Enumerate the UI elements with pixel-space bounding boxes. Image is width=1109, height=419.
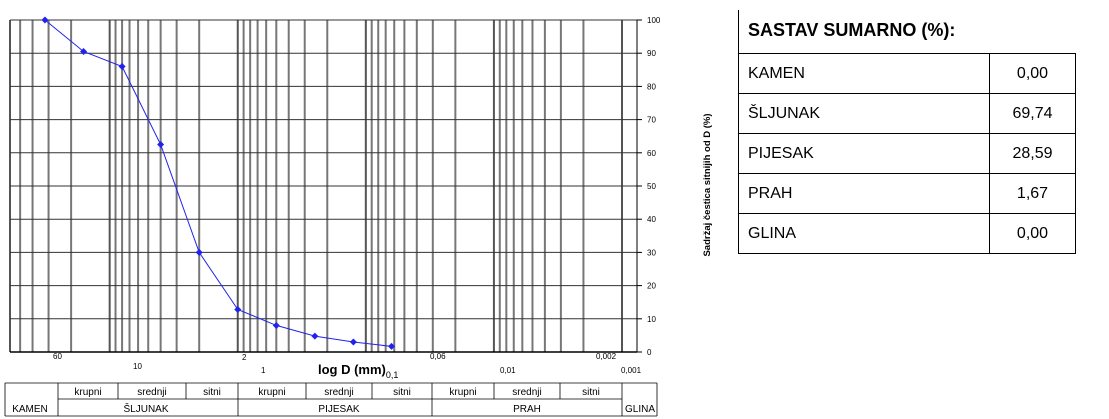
y-tick-label: 20 — [647, 282, 656, 291]
y-tick-label: 30 — [647, 248, 656, 257]
summary-fraction-name: ŠLJUNAK — [738, 93, 990, 134]
x-tick-label: 60 — [53, 352, 62, 361]
y-tick-label: 0 — [647, 348, 652, 357]
fraction-label: PIJESAK — [318, 404, 359, 415]
data-point — [272, 321, 280, 329]
subfraction-label: krupni — [74, 387, 101, 398]
x-tick-label: 0,06 — [430, 352, 446, 361]
x-tick-label: 10 — [133, 362, 142, 371]
summary-fraction-value: 69,74 — [989, 93, 1076, 134]
subfraction-label: sitni — [582, 387, 600, 398]
data-point — [349, 338, 357, 346]
summary-fraction-name: KAMEN — [738, 53, 990, 94]
classification-table: krupni srednji sitni krupni srednji sitni krup… — [4, 382, 658, 417]
subfraction-label: krupni — [258, 387, 285, 398]
data-point — [157, 141, 165, 148]
subfraction-label: sitni — [393, 387, 411, 398]
data-point — [80, 48, 88, 56]
y-tick-label: 50 — [647, 182, 656, 191]
y-axis: 0 10 20 30 40 50 60 70 80 90 100 — [637, 16, 661, 357]
fraction-label: GLINA — [625, 404, 655, 415]
x-tick-label: 0,01 — [500, 366, 516, 375]
y-tick-label: 60 — [647, 149, 656, 158]
x-tick-label: 0,002 — [596, 352, 617, 361]
x-axis-title: log D (mm)0,1 — [318, 362, 398, 380]
subfraction-label: srednji — [512, 387, 541, 398]
data-point — [41, 16, 49, 24]
summary-row: PIJESAK 28,59 — [738, 133, 1076, 174]
data-point — [311, 332, 319, 340]
fraction-label: ŠLJUNAK — [123, 402, 168, 415]
summary-row: KAMEN 0,00 — [738, 53, 1076, 94]
y-tick-label: 40 — [647, 215, 656, 224]
y-tick-label: 80 — [647, 82, 656, 91]
summary-row: GLINA 0,00 — [738, 213, 1076, 254]
y-tick-label: 100 — [647, 16, 661, 25]
summary-divider — [738, 10, 739, 54]
data-point — [234, 306, 242, 314]
series-line — [44, 19, 392, 347]
summary-fraction-name: PIJESAK — [738, 133, 990, 174]
y-tick-label: 90 — [647, 49, 656, 58]
data-point — [388, 342, 396, 350]
x-tick-label: 1 — [261, 366, 266, 375]
summary-fraction-value: 0,00 — [989, 213, 1076, 254]
subfraction-label: krupni — [449, 387, 476, 398]
summary-fraction-name: GLINA — [738, 213, 990, 254]
grid — [9, 19, 638, 353]
data-point — [118, 62, 126, 70]
y-tick-label: 10 — [647, 315, 656, 324]
subfraction-label: srednji — [137, 387, 166, 398]
grain-size-chart: 0 10 20 30 40 50 60 70 80 90 100 60 10 2 1 0,06 0,01 0,0… — [4, 16, 713, 417]
subfraction-label: sitni — [203, 387, 221, 398]
summary-fraction-value: 0,00 — [989, 53, 1076, 94]
summary-row: PRAH 1,67 — [738, 173, 1076, 214]
x-tick-label: 0,001 — [621, 366, 642, 375]
data-point — [195, 248, 203, 256]
series-grain-size-curve — [41, 16, 396, 350]
summary-fraction-value: 28,59 — [989, 133, 1076, 174]
fraction-label: KAMEN — [12, 404, 48, 415]
summary-row: ŠLJUNAK 69,74 — [738, 93, 1076, 134]
summary-fraction-value: 1,67 — [989, 173, 1076, 214]
summary-title: SASTAV SUMARNO (%): — [748, 20, 956, 40]
subfraction-label: srednji — [324, 387, 353, 398]
y-axis-title: Sadržaj čestica sitnijih od D (%) — [702, 113, 713, 256]
x-axis: 60 10 2 1 0,06 0,01 0,002 0,001 — [53, 352, 642, 375]
y-tick-label: 70 — [647, 116, 656, 125]
x-tick-label: 2 — [242, 353, 247, 362]
summary-fraction-name: PRAH — [738, 173, 990, 214]
summary-table: KAMEN 0,00 ŠLJUNAK 69,74 PIJESAK 28,59 PRAH 1,6… — [738, 53, 1076, 254]
fraction-label: PRAH — [513, 404, 541, 415]
